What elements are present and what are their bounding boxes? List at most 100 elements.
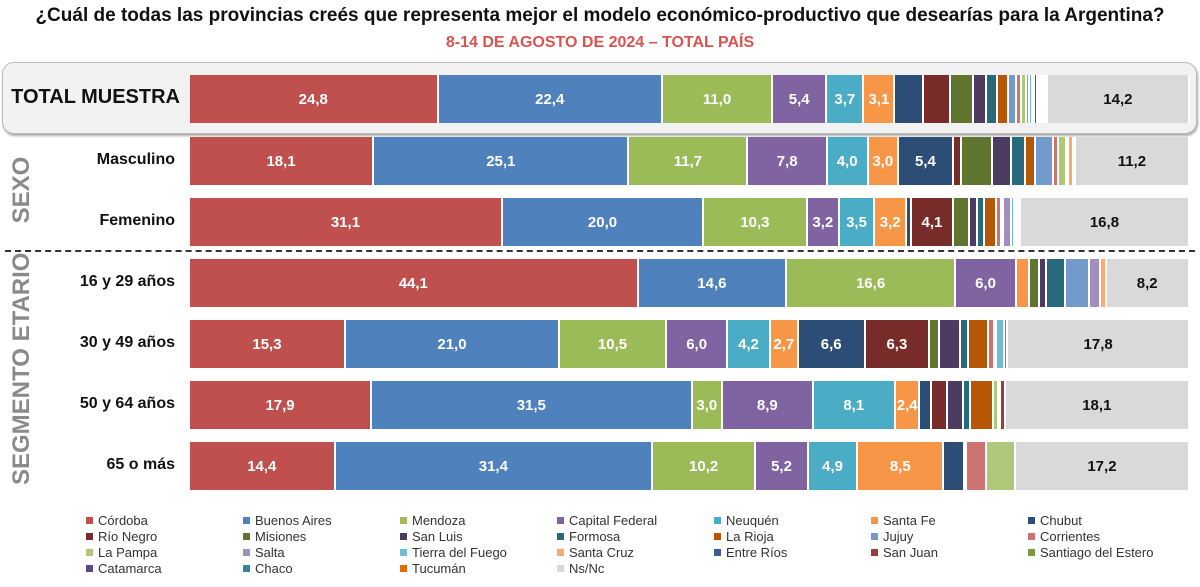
group-label-sexo: SEXO [8, 156, 35, 224]
data-label: 5,4 [788, 90, 810, 108]
bar-segment-chubut [920, 381, 932, 429]
legend-item: Buenos Aires [243, 512, 400, 528]
data-label: 4,1 [921, 213, 943, 231]
bar-segment-r-o-negro: 4,1 [912, 198, 954, 246]
legend-item: Salta [243, 544, 400, 560]
legend-label: Córdoba [98, 512, 148, 528]
bar-segment-capital-federal: 6,0 [667, 320, 729, 368]
bar-segment-misiones [950, 75, 974, 123]
bar-segment-misiones [1030, 259, 1041, 307]
stacked-bar: 31,1 20,0 10,3 3,2 3,5 3,2 4,1 16,8 [190, 198, 1190, 246]
bar-segment-mendoza: 3,0 [692, 381, 724, 429]
legend-item: Corrientes [1028, 528, 1185, 544]
data-label: 17,2 [1087, 457, 1117, 475]
legend-item: Misiones [243, 528, 400, 544]
legend-label: Capital Federal [569, 512, 658, 528]
bar-segment-buenos-aires: 22,4 [438, 75, 663, 123]
group-label-segmento-etario: SEGMENTO ETARIO [8, 252, 35, 485]
bar-segment-ns-nc: 17,2 [1016, 442, 1190, 490]
data-label: 20,0 [587, 213, 618, 231]
data-label: 16,6 [855, 274, 886, 292]
data-label: 18,1 [1082, 396, 1112, 414]
data-label: 14,2 [1103, 90, 1133, 108]
legend-swatch [714, 532, 721, 540]
legend-label: Santa Cruz [569, 544, 635, 560]
row-label: Femenino [99, 212, 175, 229]
bar-segment-salta [995, 320, 998, 368]
bar-segment-buenos-aires: 31,5 [372, 381, 693, 429]
bar-segment-mendoza: 10,5 [560, 320, 668, 368]
legend-item: Formosa [557, 528, 714, 544]
legend-label: Formosa [569, 528, 621, 544]
bar-segment-san-juan [1000, 381, 1006, 429]
data-label: 8,5 [889, 457, 911, 475]
legend-swatch [1028, 532, 1035, 540]
stacked-bar: 24,8 22,4 11,0 5,4 3,7 3,1 14,2 [190, 75, 1191, 123]
bar-segment-jujuy [1036, 137, 1054, 185]
legend-label: Santa Fe [883, 512, 936, 528]
legend-label: Entre Ríos [726, 544, 788, 560]
bar-segment-buenos-aires: 14,6 [638, 259, 788, 307]
legend-item: Santa Cruz [557, 544, 714, 560]
legend-swatch [243, 532, 250, 540]
group-divider [5, 250, 1195, 252]
data-label: 11,2 [1117, 152, 1147, 170]
bar-segment-santa-fe [1017, 259, 1031, 307]
legend-item: Mendoza [400, 512, 557, 528]
data-label: 10,3 [740, 213, 770, 231]
stacked-bar: 15,3 21,0 10,5 6,0 4,2 2,7 6,6 6,3 17,8 [190, 320, 1190, 368]
bar-segment-san-luis [947, 381, 965, 429]
bar-segment-ns-nc: 11,2 [1075, 137, 1190, 185]
legend-label: Catamarca [98, 560, 162, 576]
data-label: 4,9 [822, 457, 843, 475]
legend-swatch [243, 564, 250, 572]
chart-subtitle: 8-14 DE AGOSTO DE 2024 – TOTAL PAÍS [445, 34, 755, 51]
bar-segment-r-o-negro [931, 381, 948, 429]
bar-segment-r-o-negro: 6,3 [865, 320, 931, 368]
legend-item: San Luis [400, 528, 557, 544]
legend-swatch [557, 532, 564, 540]
legend-item: Entre Ríos [714, 544, 871, 560]
bar-segment-santiago-del-estero [1039, 75, 1042, 123]
data-label: 16,8 [1089, 213, 1120, 231]
legend-swatch [557, 564, 564, 572]
legend-item: Córdoba [86, 512, 243, 528]
data-label: 11,0 [702, 90, 732, 108]
legend-item: San Juan [871, 544, 1028, 560]
legend-swatch [714, 548, 721, 556]
bar-segment-jujuy [1008, 75, 1017, 123]
bar-segment-mendoza: 11,7 [629, 137, 749, 185]
legend-label: Ns/Nc [569, 560, 605, 576]
data-label: 6,3 [886, 335, 908, 353]
legend-swatch [871, 532, 878, 540]
bar-segment-entre-r-os [1073, 137, 1076, 185]
legend-swatch [714, 516, 721, 524]
bar-segment-misiones [930, 320, 941, 368]
bar-segment-chubut [944, 442, 966, 490]
data-label: 7,8 [776, 152, 798, 170]
stacked-bar: 17,9 31,5 3,0 8,9 8,1 2,4 18,1 [190, 381, 1190, 429]
bar-segment-c-rdoba: 15,3 [190, 320, 346, 368]
data-label: 14,4 [247, 457, 277, 475]
legend-label: Chubut [1040, 512, 1082, 528]
data-label: 8,2 [1136, 274, 1158, 292]
data-label: 17,8 [1083, 335, 1113, 353]
legend-item: Catamarca [86, 560, 243, 576]
bar-segment-r-o-negro [953, 137, 963, 185]
bar-segment-san-juan [1037, 75, 1040, 123]
bar-segment-santa-fe: 8,5 [858, 442, 945, 490]
bar-segment-misiones [962, 137, 993, 185]
data-label: 31,1 [330, 213, 361, 231]
bar-segment-neuqu-n: 4,9 [808, 442, 859, 490]
bar-segment-corrientes [989, 320, 996, 368]
legend-label: Jujuy [883, 528, 914, 544]
bar-segment-chaco [1043, 75, 1046, 123]
bar-segment-tierra-del-fuego [1029, 75, 1033, 123]
legend-label: Misiones [255, 528, 307, 544]
legend-swatch [557, 548, 564, 556]
bar-segment-c-rdoba: 18,1 [190, 137, 375, 185]
bar-segment-neuqu-n: 4,2 [728, 320, 772, 368]
data-label: 8,9 [756, 396, 778, 414]
data-label: 8,1 [843, 396, 865, 414]
bar-segment-mendoza: 16,6 [787, 259, 956, 307]
